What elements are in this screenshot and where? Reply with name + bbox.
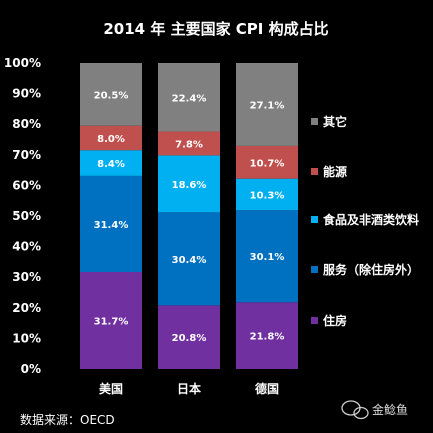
- watermark: 金鲶鱼: [341, 400, 408, 420]
- y-tick-label: 10%: [12, 331, 41, 345]
- data-label: 31.7%: [94, 316, 129, 327]
- data-label: 7.8%: [175, 139, 203, 150]
- bar-segment: [236, 63, 298, 146]
- bar-segment: [158, 131, 220, 156]
- chart-title: 2014 年 主要国家 CPI 构成占比: [103, 20, 328, 38]
- x-tick-label: 日本: [177, 381, 201, 396]
- bar-segment: [236, 178, 298, 211]
- y-tick-label: 30%: [12, 270, 41, 284]
- y-tick-label: 50%: [12, 209, 41, 223]
- legend-swatch: [311, 317, 318, 324]
- wechat-icon: [341, 400, 369, 420]
- data-label: 20.8%: [172, 333, 207, 344]
- data-label: 8.4%: [97, 159, 125, 170]
- bar-segment: [158, 305, 220, 369]
- bar-segment: [158, 212, 220, 306]
- bar-segment: [80, 271, 142, 369]
- data-label: 30.1%: [250, 252, 285, 263]
- legend-label: 住房: [323, 313, 347, 328]
- data-label: 30.4%: [172, 255, 207, 266]
- data-label: 18.6%: [172, 180, 207, 191]
- data-label: 10.7%: [250, 158, 285, 169]
- bar-segment: [80, 125, 142, 151]
- data-label: 21.8%: [250, 332, 285, 343]
- legend-swatch: [311, 168, 318, 175]
- watermark-text: 金鲶鱼: [372, 402, 408, 417]
- bar-segment: [80, 175, 142, 272]
- source-note: 数据来源：OECD: [20, 412, 115, 427]
- legend-swatch: [311, 118, 318, 125]
- y-tick-label: 0%: [21, 362, 41, 376]
- y-axis: 0% 10% 20% 30% 40% 50% 60% 70% 80% 90% 100%: [4, 56, 41, 376]
- data-label: 22.4%: [172, 93, 207, 104]
- data-label: 27.1%: [250, 100, 285, 111]
- legend-label: 食品及非酒类饮料: [322, 212, 419, 227]
- legend-label: 服务（除住房外）: [323, 262, 419, 277]
- y-tick-label: 90%: [12, 87, 41, 101]
- bar-segment: [80, 63, 142, 126]
- legend-label: 其它: [323, 114, 347, 129]
- y-tick-label: 100%: [4, 56, 41, 70]
- y-tick-label: 20%: [12, 301, 41, 315]
- bar-segment: [236, 145, 298, 179]
- bar-segment: [236, 210, 298, 303]
- x-tick-label: 德国: [255, 381, 279, 396]
- x-axis: 美国 日本 德国: [99, 381, 279, 396]
- y-tick-label: 60%: [12, 178, 41, 192]
- bar-segment: [80, 150, 142, 176]
- y-tick-label: 40%: [12, 240, 41, 254]
- bar-segment: [236, 302, 298, 369]
- x-tick-label: 美国: [99, 381, 123, 396]
- data-label: 10.3%: [250, 190, 285, 201]
- y-tick-label: 80%: [12, 117, 41, 131]
- data-label: 8.0%: [97, 134, 125, 145]
- legend-swatch: [311, 216, 318, 223]
- data-label: 20.5%: [94, 90, 129, 101]
- y-tick-label: 70%: [12, 148, 41, 162]
- legend-swatch: [311, 266, 318, 273]
- bars: 31.7% 31.4% 8.4% 8.0% 20.5% 20.8% 30.4% 18.6% 7.…: [80, 63, 298, 369]
- data-label: 31.4%: [94, 220, 129, 231]
- bar-segment: [158, 63, 220, 132]
- bar-segment: [158, 155, 220, 213]
- legend-label: 能源: [323, 164, 347, 179]
